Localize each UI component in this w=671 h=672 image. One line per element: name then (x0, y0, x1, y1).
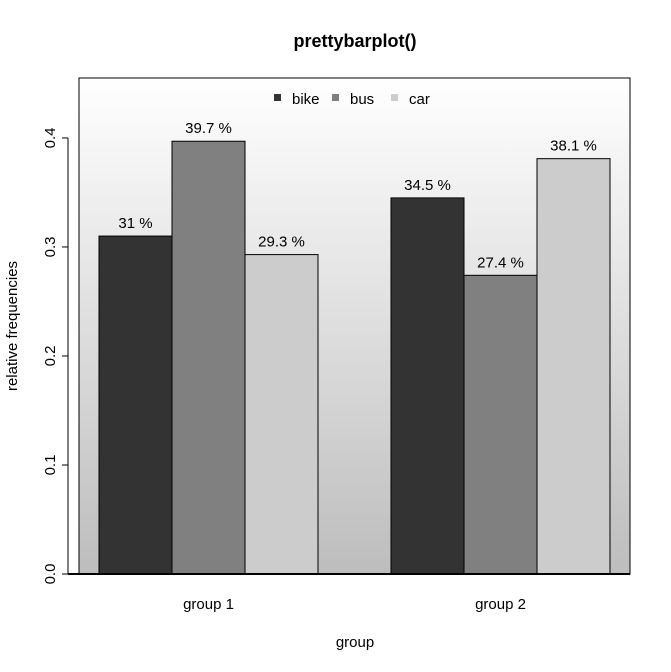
bar-value-label: 29.3 % (258, 234, 305, 251)
bar-value-label: 27.4 % (477, 254, 524, 271)
legend-swatch-bus (332, 94, 339, 101)
bar-bike-1 (98, 235, 173, 575)
x-tick-label: group 1 (183, 596, 234, 613)
x-axis-tick-labels: group 1 group 2 (183, 596, 526, 613)
chart-title: prettybarplot() (294, 31, 417, 51)
bar-bus-1 (171, 140, 246, 575)
y-axis: 0.0 0.1 0.2 0.3 0.4 (42, 128, 69, 585)
bar-value-labels: 31 % 39.7 % 29.3 % 34.5 % 27.4 % 38.1 % (118, 120, 596, 271)
bar-value-label: 38.1 % (550, 138, 597, 155)
bar-value-label: 31 % (118, 215, 152, 232)
y-tick-label: 0.3 (42, 237, 59, 258)
bar-car-1 (244, 254, 319, 575)
bar-bike-2 (390, 197, 465, 575)
legend-label-car: car (409, 91, 430, 108)
y-tick-label: 0.1 (42, 455, 59, 476)
legend-swatch-bike (274, 94, 281, 101)
y-tick-label: 0.0 (42, 564, 59, 585)
bar-bus-2 (463, 274, 538, 575)
bar-car-2 (536, 158, 611, 575)
y-tick-label: 0.4 (42, 128, 59, 149)
bar-value-label: 39.7 % (185, 120, 232, 137)
x-tick-label: group 2 (475, 596, 526, 613)
y-tick-label: 0.2 (42, 346, 59, 367)
legend: bike bus car (274, 91, 430, 108)
legend-swatch-car (391, 94, 398, 101)
bars (98, 140, 611, 575)
legend-label-bike: bike (292, 91, 320, 108)
y-axis-label: relative frequencies (4, 261, 21, 391)
x-axis-label: group (336, 634, 374, 651)
legend-label-bus: bus (350, 91, 374, 108)
bar-value-label: 34.5 % (404, 177, 451, 194)
